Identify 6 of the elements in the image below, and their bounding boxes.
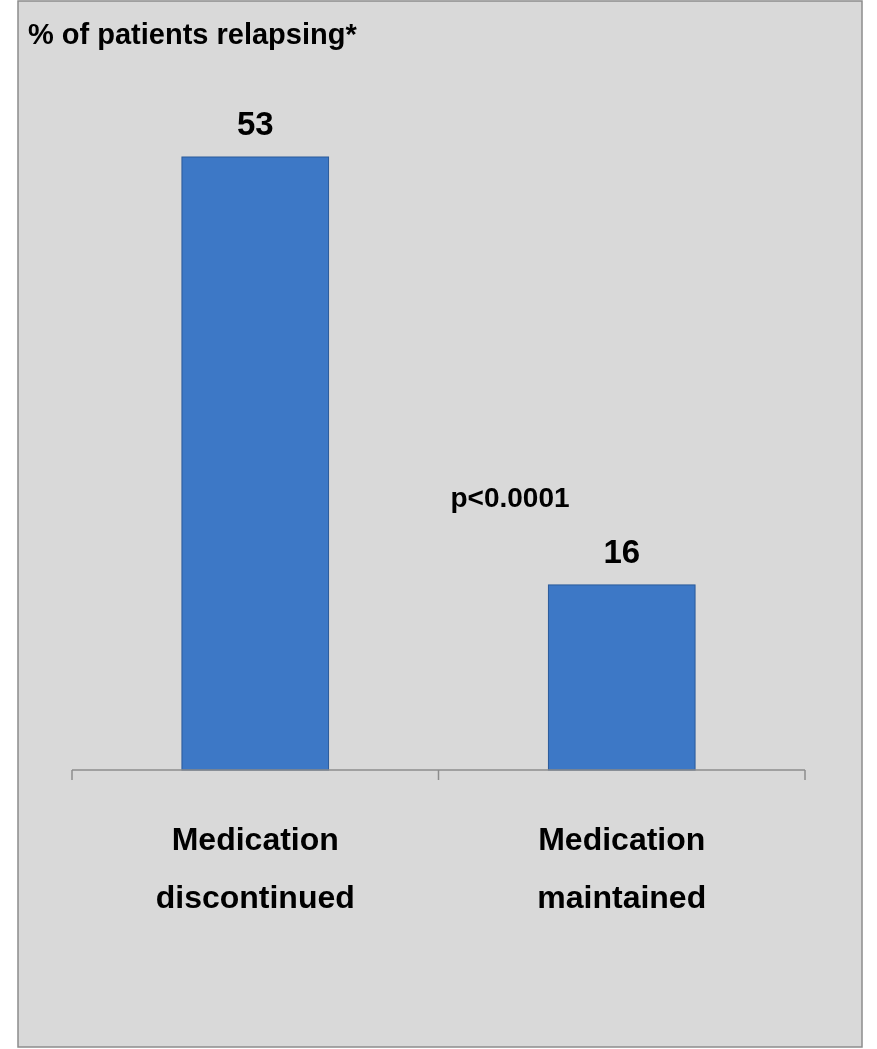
data-label: 53: [236, 105, 274, 142]
x-tick-label: Medication discontinued: [155, 821, 355, 915]
data-label: 16: [603, 532, 641, 570]
annotation: p<0.0001: [450, 482, 570, 513]
chart-title: % of patients relapsing*: [28, 18, 358, 50]
x-tick-label: Medication maintained: [537, 821, 707, 915]
